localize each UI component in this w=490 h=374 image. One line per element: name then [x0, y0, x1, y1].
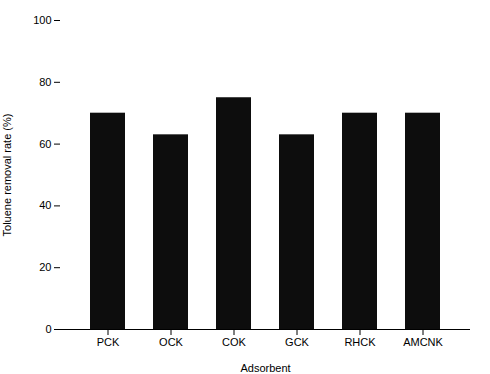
svg-text:RHCK: RHCK	[344, 336, 376, 348]
svg-text:Adsorbent: Adsorbent	[240, 362, 290, 374]
svg-text:0: 0	[45, 323, 51, 335]
svg-text:80: 80	[39, 76, 51, 88]
svg-text:60: 60	[39, 138, 51, 150]
svg-text:AMCNK: AMCNK	[403, 336, 443, 348]
svg-text:100: 100	[33, 14, 51, 26]
svg-text:20: 20	[39, 261, 51, 273]
svg-text:OCK: OCK	[159, 336, 184, 348]
svg-text:PCK: PCK	[97, 336, 120, 348]
svg-text:GCK: GCK	[285, 336, 310, 348]
svg-text:Toluene removal rate (%): Toluene removal rate (%)	[1, 114, 13, 237]
svg-text:40: 40	[39, 199, 51, 211]
svg-text:COK: COK	[222, 336, 247, 348]
